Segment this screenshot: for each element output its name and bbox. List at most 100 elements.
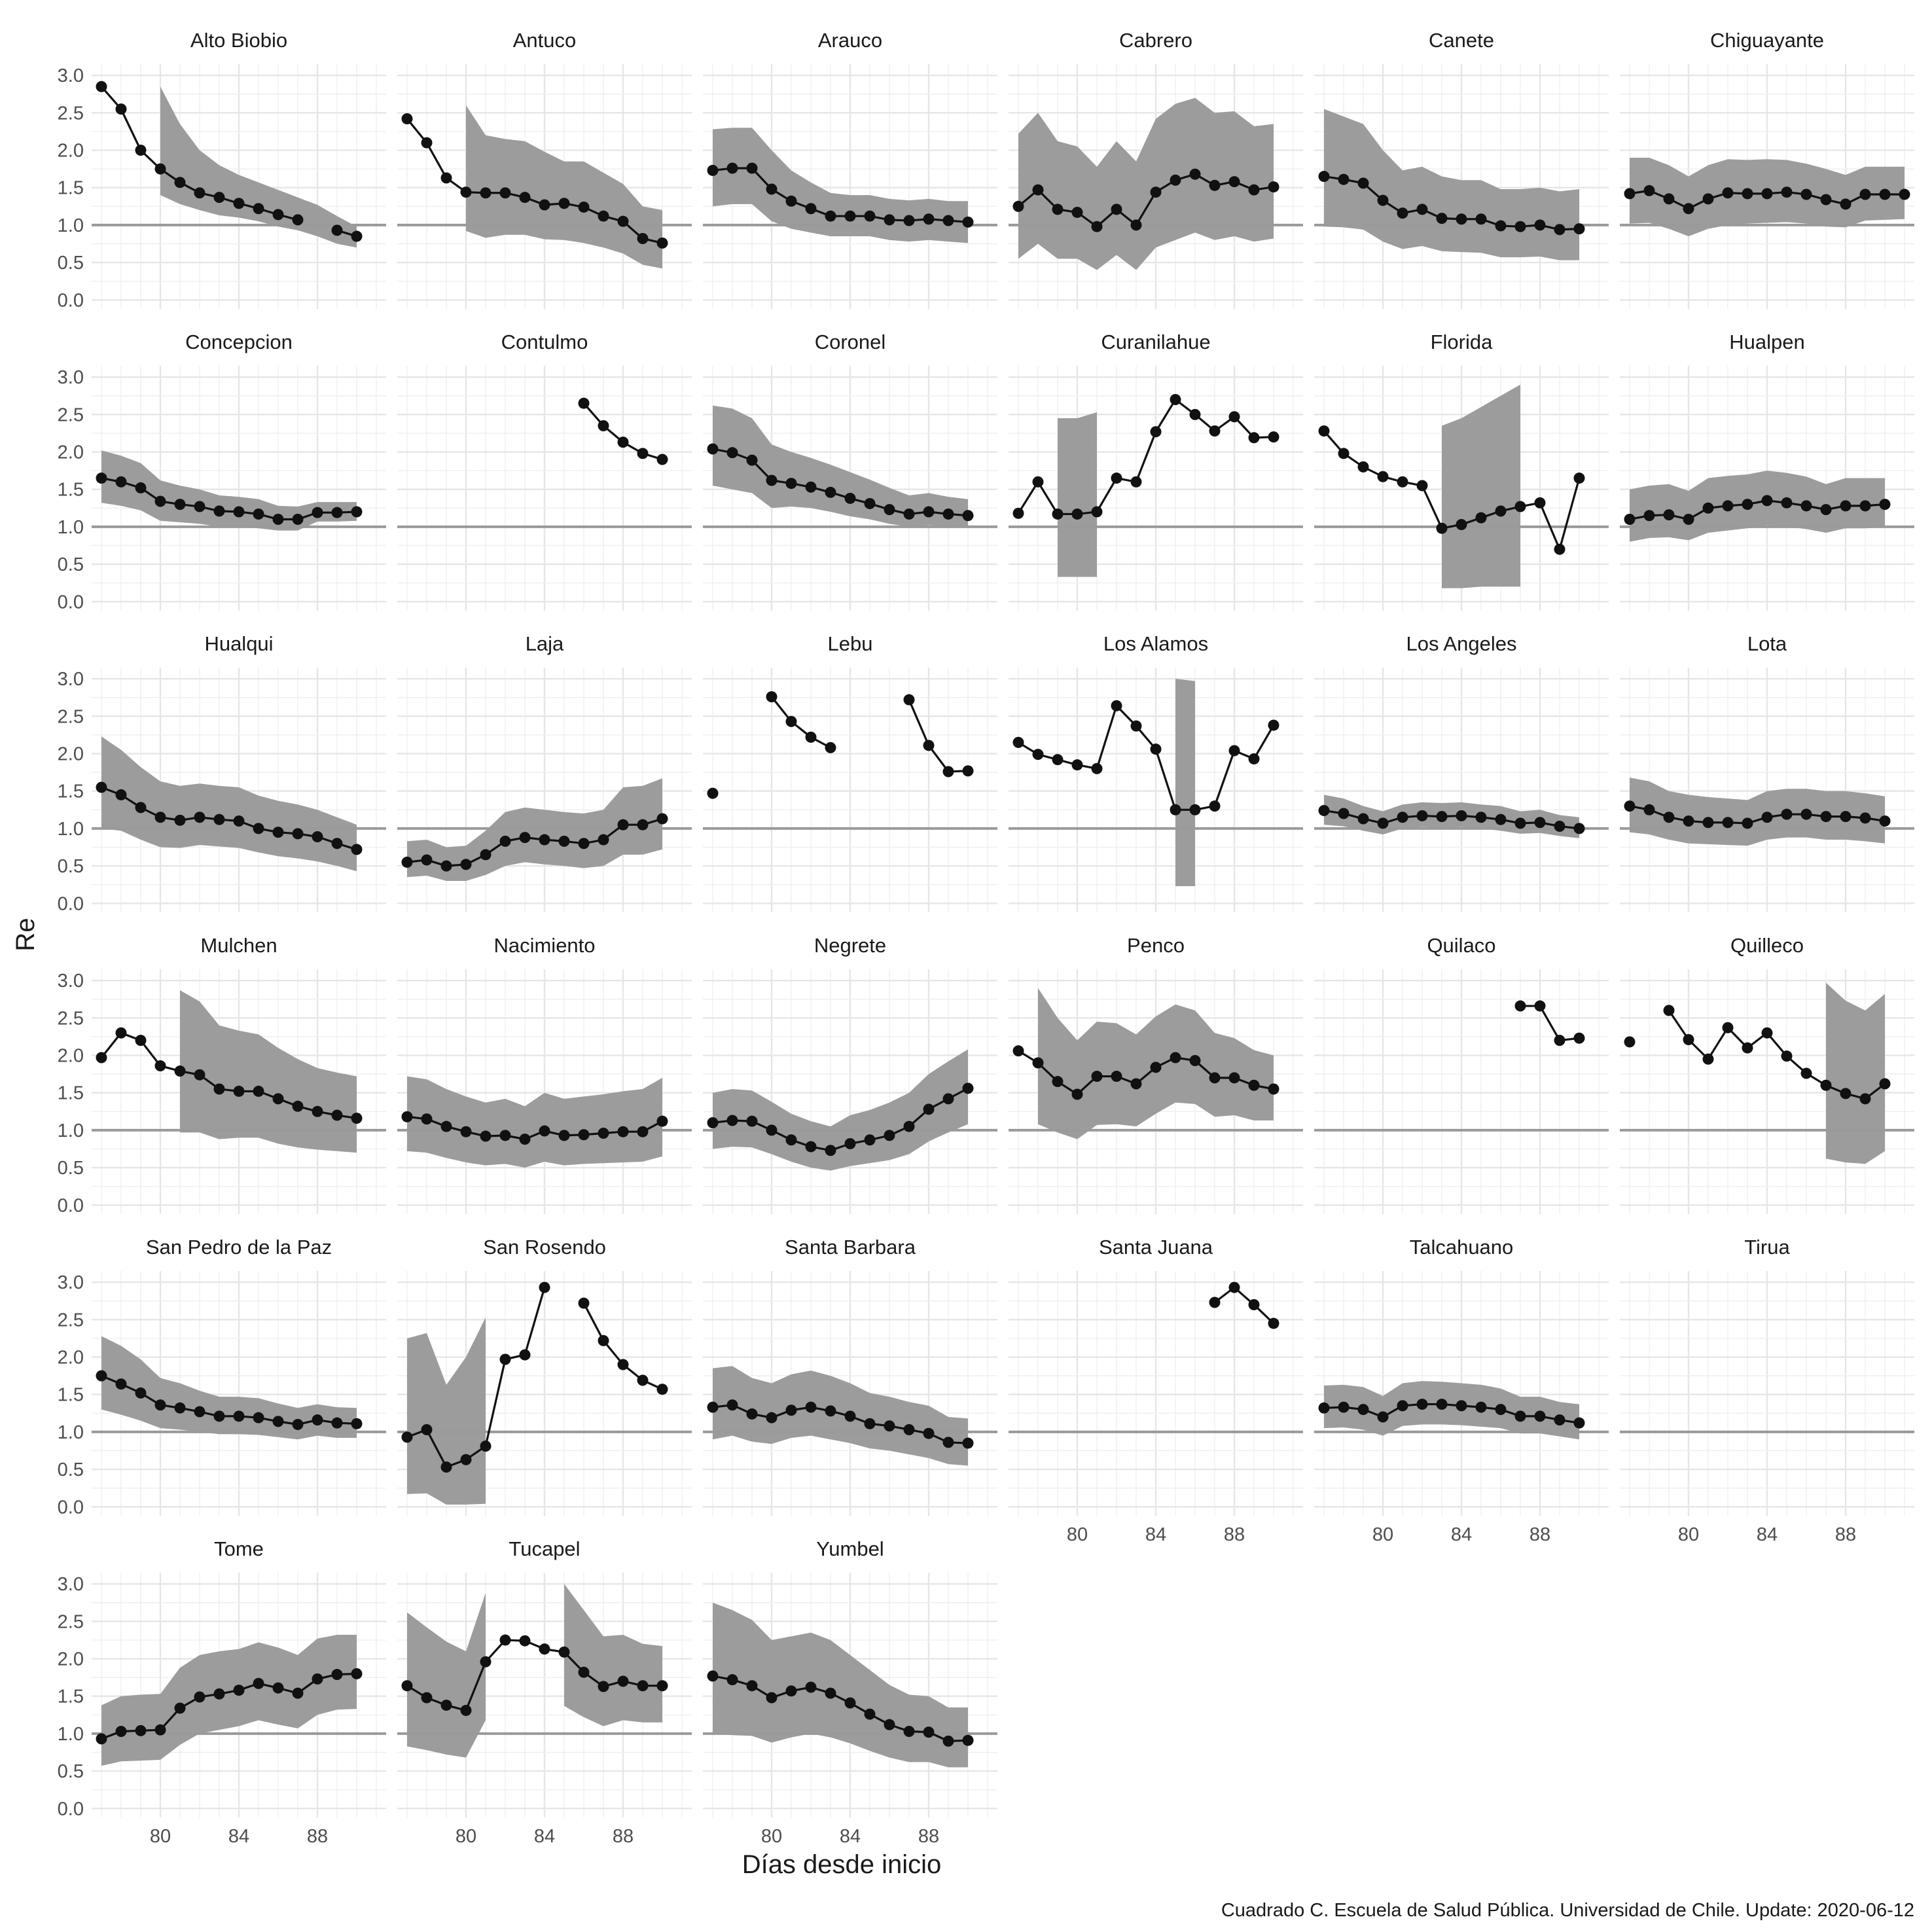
re-point [312, 1673, 323, 1685]
grid-lebu [703, 668, 997, 912]
re-point [942, 766, 954, 778]
ci-band [1058, 412, 1097, 577]
re-point [1859, 188, 1871, 200]
ci-ribbon-nacimiento [407, 1076, 662, 1168]
re-point [1377, 817, 1389, 829]
ci-ribbon-concepcion [101, 450, 357, 531]
re-point [96, 1370, 107, 1382]
re-point [766, 1692, 778, 1704]
y-tick-label: 1.5 [58, 1083, 84, 1104]
re-point [1456, 810, 1467, 821]
re-point [115, 103, 127, 115]
panel-title: Negrete [814, 934, 886, 957]
panel-title: San Rosendo [483, 1236, 606, 1259]
re-point [1052, 754, 1064, 766]
re-point [1761, 812, 1773, 823]
x-tick-label: 80 [1067, 1524, 1088, 1545]
grid-tirua [1620, 1271, 1914, 1516]
re-point [864, 1708, 876, 1720]
re-point [272, 1416, 284, 1427]
re-point [292, 828, 304, 840]
re-point [825, 742, 836, 753]
re-point [539, 1281, 550, 1293]
re-point [1111, 204, 1122, 215]
re-point [884, 1420, 895, 1432]
re-point [1702, 502, 1714, 514]
re-point [962, 1734, 974, 1746]
re-point [351, 844, 363, 855]
re-point [1150, 743, 1162, 755]
re-point [253, 823, 264, 834]
re-point [1091, 762, 1103, 774]
re-point [480, 849, 492, 861]
re-point [1663, 812, 1675, 823]
re-point [1170, 174, 1181, 186]
ci-band [713, 1049, 968, 1171]
re-point [1436, 522, 1448, 534]
re-point [844, 1137, 856, 1149]
re-point [1722, 817, 1734, 829]
re-point [707, 1117, 719, 1128]
re-point [499, 1353, 511, 1365]
re-point [637, 1374, 649, 1386]
x-tick-label: 88 [307, 1826, 328, 1847]
re-point [1573, 223, 1585, 235]
re-point [1683, 513, 1694, 525]
re-point [213, 1410, 225, 1422]
re-point [233, 815, 245, 827]
x-tick-label: 88 [1224, 1524, 1245, 1545]
re-point [805, 1681, 817, 1693]
re-point [1170, 1052, 1181, 1064]
ci-ribbon-negrete [713, 1049, 968, 1171]
ci-ribbon-alto-biobio [160, 86, 357, 248]
re-point [1514, 817, 1526, 829]
re-line-lebu [770, 696, 969, 773]
re-point [1534, 497, 1546, 509]
re-point [1130, 1078, 1142, 1090]
re-point [1495, 1404, 1507, 1416]
re-point [1742, 188, 1753, 200]
re-point [923, 506, 935, 518]
ci-ribbon-canete [1324, 109, 1579, 260]
re-point [1189, 804, 1201, 815]
panel-title: Chiguayante [1710, 29, 1824, 52]
re-point [1475, 812, 1487, 823]
re-point [213, 814, 225, 825]
ci-ribbon-quilleco [1826, 982, 1885, 1164]
re-point [578, 1297, 590, 1309]
re-point [637, 819, 649, 831]
y-tick-label: 1.0 [58, 1724, 84, 1745]
re-point [1377, 194, 1389, 206]
y-tick-label: 0.0 [58, 290, 84, 311]
re-point [903, 1725, 915, 1737]
panel-title: Alto Biobio [190, 29, 287, 52]
re-point [746, 1408, 758, 1420]
re-point [499, 835, 511, 847]
re-point [884, 214, 895, 226]
re-point [707, 164, 719, 176]
re-point [1209, 425, 1221, 437]
re-point [1624, 800, 1636, 812]
panel-concepcion: Concepcion 0.0 0.5 1.0 1.5 2.0 2.5 3.0 [58, 331, 386, 613]
panel-santa-juana: Santa Juana 80 84 88 [1009, 1236, 1303, 1545]
re-point [499, 1130, 511, 1141]
x-tick-label: 88 [1530, 1524, 1550, 1545]
re-point [154, 1724, 166, 1736]
re-point [726, 162, 738, 174]
re-point [539, 1643, 550, 1655]
ci-band [101, 1336, 357, 1440]
re-point [194, 501, 206, 512]
re-point [154, 1399, 166, 1411]
re-point [331, 224, 343, 236]
re-point [1091, 221, 1103, 232]
re-point [96, 781, 107, 793]
re-point [942, 215, 954, 226]
re-point [1722, 500, 1734, 512]
panel-quilaco: Quilaco [1314, 934, 1609, 1214]
re-point [1209, 800, 1221, 812]
re-point [637, 1680, 649, 1692]
re-point [1071, 508, 1083, 520]
panel-title: Arauco [818, 29, 882, 52]
x-tick-label: 84 [1145, 1524, 1166, 1545]
re-point [421, 1113, 433, 1125]
